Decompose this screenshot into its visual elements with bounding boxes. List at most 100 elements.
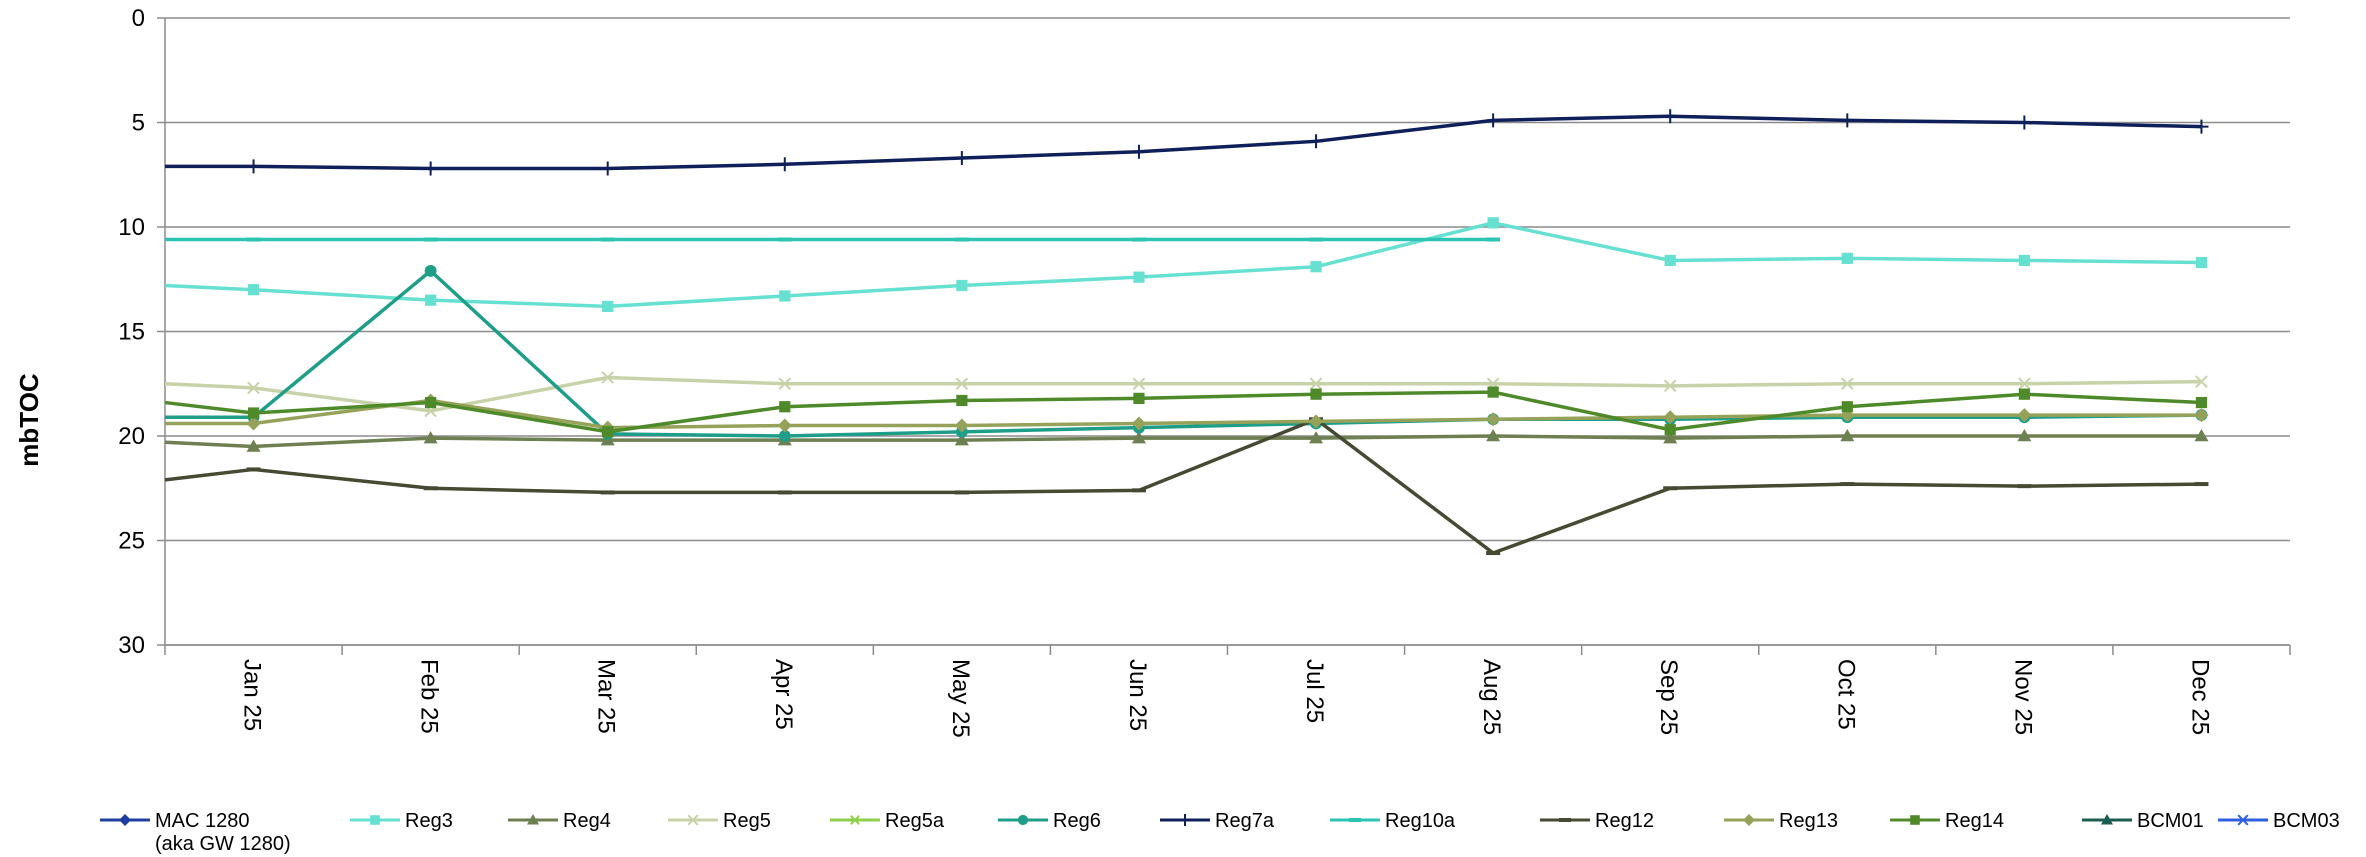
data-point-reg14 bbox=[247, 407, 260, 419]
data-point-reg7a bbox=[777, 157, 792, 172]
data-point-reg5 bbox=[1840, 377, 1854, 391]
legend-item-reg3: Reg3 bbox=[350, 810, 453, 832]
data-point-reg5 bbox=[778, 377, 792, 391]
data-point-reg7a bbox=[1131, 144, 1146, 159]
data-point-reg7a bbox=[2017, 115, 2032, 130]
data-point-reg13 bbox=[1486, 412, 1501, 427]
data-point-reg14 bbox=[425, 396, 437, 409]
legend-item-reg6: Reg6 bbox=[998, 810, 1101, 832]
data-point-reg12 bbox=[1663, 486, 1678, 491]
data-point-reg12 bbox=[1131, 488, 1146, 493]
legend-item-bcm03: BCM03 bbox=[2218, 810, 2340, 832]
legend: MAC 1280(aka GW 1280) Reg3 Reg4 Reg5 Reg5a Re… bbox=[100, 810, 2340, 855]
data-point-reg14 bbox=[602, 426, 614, 438]
legend-label: BCM03 bbox=[2273, 810, 2340, 832]
y-tick-label: 5 bbox=[132, 110, 145, 137]
series-reg7a bbox=[165, 109, 2209, 176]
series-line-reg3 bbox=[164, 221, 2202, 309]
legend-swatch-marker bbox=[527, 814, 539, 825]
data-point-reg13 bbox=[954, 418, 969, 433]
legend-label-line2: (aka GW 1280) bbox=[155, 833, 291, 855]
data-point-reg12 bbox=[777, 490, 792, 495]
legend-swatch-marker bbox=[1743, 814, 1755, 826]
x-tick-label-apr-25: Apr 25 bbox=[770, 659, 797, 730]
data-point-reg4 bbox=[1309, 431, 1324, 444]
data-point-reg4 bbox=[2194, 429, 2209, 442]
data-point-reg10a bbox=[423, 237, 438, 242]
data-point-reg4 bbox=[246, 439, 261, 452]
x-tick-label-mar-25: Mar 25 bbox=[593, 659, 620, 734]
y-tick-label: 30 bbox=[118, 632, 145, 659]
x-tick-label-dec-25: Dec 25 bbox=[2186, 659, 2213, 735]
data-point-reg7a bbox=[1486, 113, 1501, 128]
data-point-reg7a bbox=[954, 151, 969, 166]
data-point-reg14 bbox=[2195, 396, 2208, 409]
data-point-reg3 bbox=[247, 284, 260, 296]
data-point-reg5 bbox=[1132, 377, 1146, 391]
y-axis-label: mbTOC bbox=[14, 373, 44, 467]
legend-item-reg14: Reg14 bbox=[1890, 810, 2004, 832]
data-point-reg12 bbox=[2194, 482, 2209, 487]
series-reg14 bbox=[164, 386, 2208, 438]
legend-item-bcm01: BCM01 bbox=[2082, 810, 2204, 832]
data-point-reg7a bbox=[1663, 109, 1678, 124]
data-point-reg10a bbox=[1131, 237, 1146, 242]
legend-label: Reg4 bbox=[563, 810, 611, 832]
legend-swatch-marker bbox=[2101, 814, 2113, 825]
legend-item-mac-1280: MAC 1280(aka GW 1280) bbox=[100, 810, 291, 855]
series-reg4 bbox=[164, 429, 2209, 452]
data-point-reg10a bbox=[1486, 237, 1501, 242]
legend-swatch-marker bbox=[1017, 814, 1029, 826]
y-tick-label: 0 bbox=[132, 5, 145, 32]
legend-swatch-marker bbox=[687, 814, 699, 826]
data-point-reg5 bbox=[2195, 375, 2208, 388]
data-point-reg12 bbox=[1486, 551, 1501, 556]
data-point-reg10a bbox=[246, 237, 261, 242]
data-point-reg10a bbox=[954, 237, 969, 242]
data-point-reg5 bbox=[1309, 377, 1323, 391]
data-point-reg4 bbox=[423, 431, 438, 444]
series-line-reg6 bbox=[165, 269, 2202, 438]
data-point-reg4 bbox=[1131, 431, 1146, 444]
data-point-reg3 bbox=[1664, 254, 1676, 267]
legend-label: Reg5a bbox=[885, 810, 945, 832]
data-point-reg13 bbox=[2194, 408, 2209, 423]
data-point-reg7a bbox=[600, 161, 615, 176]
data-point-reg3 bbox=[956, 279, 968, 292]
data-point-reg5 bbox=[2018, 377, 2031, 391]
data-point-reg12 bbox=[954, 490, 969, 495]
gridlines bbox=[165, 17, 2290, 646]
data-point-reg14 bbox=[779, 401, 791, 413]
series-reg13 bbox=[165, 393, 2209, 435]
legend-label: BCM01 bbox=[2137, 810, 2204, 832]
legend-label: Reg12 bbox=[1595, 810, 1654, 832]
x-tick-label-jul-25: Jul 25 bbox=[1301, 659, 1328, 723]
legend-item-reg4: Reg4 bbox=[508, 810, 611, 832]
legend-swatch-marker bbox=[370, 815, 380, 825]
y-tick-label: 15 bbox=[118, 319, 145, 346]
legend-item-reg10a: Reg10a bbox=[1330, 810, 1456, 832]
x-axis-ticks: Jan 25 Feb 25 Mar 25 Apr 25 May 25 Jun 25 Jul … bbox=[164, 645, 2291, 738]
data-point-reg7a bbox=[423, 161, 438, 176]
data-point-reg3 bbox=[1487, 217, 1499, 229]
data-point-reg7a bbox=[1309, 134, 1324, 149]
legend-label: Reg5 bbox=[723, 810, 771, 832]
x-tick-label-sep-25: Sep 25 bbox=[1655, 659, 1682, 735]
data-point-reg13 bbox=[246, 416, 261, 431]
data-point-reg4 bbox=[2017, 429, 2032, 442]
data-point-reg13 bbox=[777, 418, 792, 433]
data-point-reg7a bbox=[2194, 119, 2209, 134]
data-point-reg3 bbox=[1841, 252, 1853, 264]
y-tick-label: 25 bbox=[118, 528, 145, 555]
y-tick-label: 10 bbox=[118, 214, 145, 241]
legend-swatch-marker bbox=[1910, 815, 1920, 825]
x-tick-label-oct-25: Oct 25 bbox=[1832, 659, 1859, 730]
legend-swatch-marker bbox=[1349, 818, 1361, 822]
data-point-reg3 bbox=[779, 290, 791, 302]
data-point-reg5 bbox=[247, 381, 260, 395]
data-point-reg4 bbox=[1663, 431, 1678, 444]
legend-swatch-marker bbox=[119, 814, 131, 826]
legend-label: Reg10a bbox=[1385, 810, 1456, 832]
data-point-reg4 bbox=[1486, 429, 1501, 442]
series-reg3 bbox=[164, 217, 2208, 313]
